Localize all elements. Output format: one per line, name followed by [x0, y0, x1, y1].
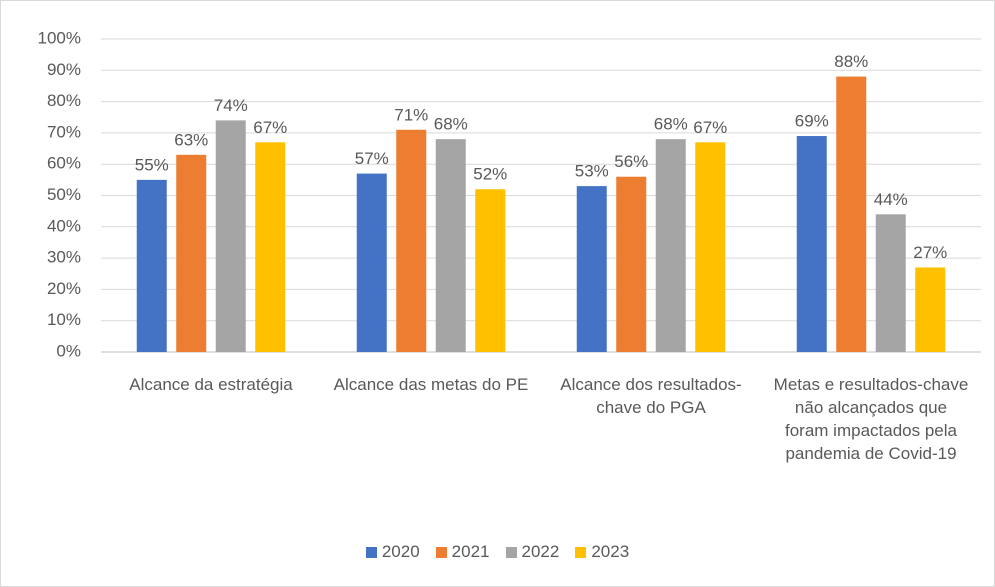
bar: [255, 142, 286, 352]
legend-swatch: [435, 546, 447, 558]
bar: [475, 189, 506, 352]
bar: [836, 76, 867, 352]
data-label: 52%: [473, 165, 507, 184]
legend-label: 2020: [381, 542, 420, 561]
data-label: 67%: [253, 118, 287, 137]
x-tick-label: Alcance das metas do PE: [333, 375, 529, 394]
legend-item: 2023: [575, 542, 629, 562]
y-tick-label: 20%: [47, 279, 81, 298]
y-tick-label: 100%: [38, 28, 81, 47]
bar: [435, 139, 466, 352]
bar: [136, 179, 167, 352]
legend-item: 2022: [505, 542, 560, 562]
legend-label: 2022: [521, 542, 560, 561]
data-label: 71%: [394, 105, 428, 124]
bar: [176, 154, 207, 352]
data-label: 53%: [575, 162, 609, 181]
data-label: 27%: [913, 243, 947, 262]
x-tick-label: Alcance dos resultados-chave do PGA: [560, 375, 742, 417]
y-tick-label: 70%: [47, 122, 81, 141]
bar: [356, 173, 387, 352]
bar: [915, 267, 946, 352]
data-label: 57%: [355, 149, 389, 168]
data-label: 44%: [874, 190, 908, 209]
legend-swatch: [575, 546, 587, 558]
bar: [875, 214, 906, 352]
legend-swatch: [365, 546, 377, 558]
data-label: 67%: [693, 118, 727, 137]
bar: [576, 186, 607, 352]
y-tick-label: 0%: [56, 341, 81, 360]
legend-label: 2021: [451, 542, 490, 561]
data-label: 88%: [834, 52, 868, 71]
data-label: 68%: [434, 115, 468, 134]
y-tick-label: 90%: [47, 60, 81, 79]
data-label: 69%: [795, 112, 829, 131]
bar: [695, 142, 726, 352]
y-tick-label: 40%: [47, 216, 81, 235]
y-tick-label: 80%: [47, 91, 81, 110]
y-tick-label: 10%: [47, 310, 81, 329]
y-tick-label: 60%: [47, 154, 81, 173]
bar: [396, 129, 427, 352]
y-tick-label: 30%: [47, 248, 81, 267]
data-label: 55%: [135, 155, 169, 174]
data-label: 74%: [214, 96, 248, 115]
data-label: 68%: [654, 115, 688, 134]
bar: [796, 136, 827, 352]
legend-item: 2021: [435, 542, 490, 562]
x-tick-label: Alcance da estratégia: [129, 375, 293, 394]
data-label: 56%: [614, 152, 648, 171]
legend-label: 2023: [591, 542, 630, 561]
bar: [655, 139, 686, 352]
legend-item: 2020: [365, 542, 420, 562]
x-tick-label: Metas e resultados-chave não alcançados …: [773, 375, 969, 463]
data-label: 63%: [174, 130, 208, 149]
bar: [215, 120, 246, 352]
y-tick-label: 50%: [47, 185, 81, 204]
legend-swatch: [505, 546, 517, 558]
legend: 2020 2021 2022 2023: [1, 542, 994, 562]
bar: [616, 176, 647, 352]
